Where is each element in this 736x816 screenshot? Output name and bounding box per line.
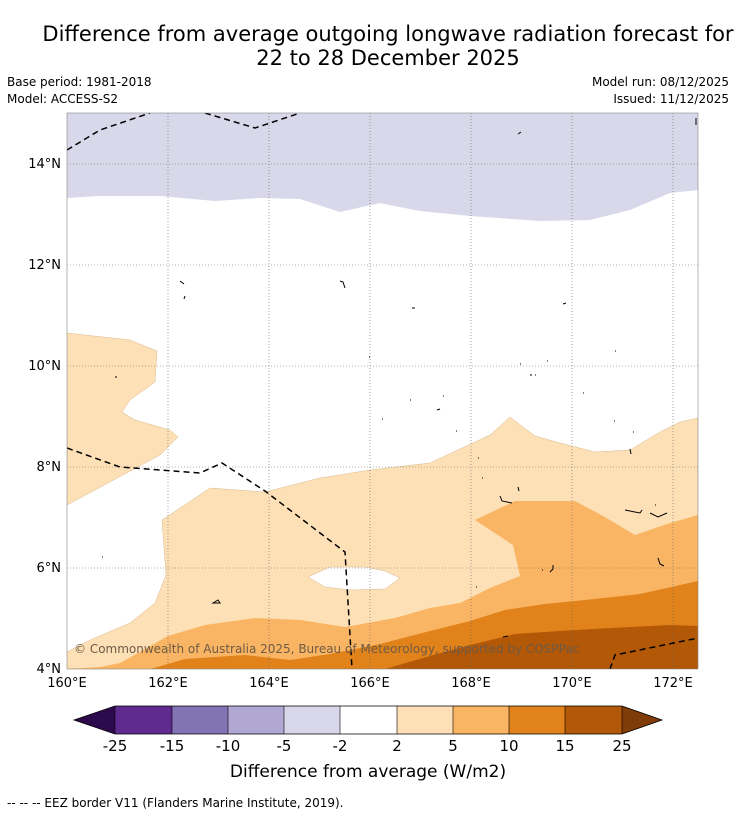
lon-tick-label: 166°E <box>350 676 390 691</box>
colorbar-arrow-min <box>74 706 115 734</box>
lon-tick-label: 162°E <box>148 676 188 691</box>
colorbar-swatch <box>284 706 340 734</box>
lat-tick-label: 4°N <box>37 662 62 677</box>
lat-tick-label: 8°N <box>37 460 62 475</box>
colorbar-tick-label: -5 <box>277 737 292 755</box>
title-line-2: 22 to 28 December 2025 <box>256 46 520 70</box>
lat-tick-label: 12°N <box>28 258 61 273</box>
colorbar-tick-label: -15 <box>160 737 185 755</box>
colorbar-tick-label: 10 <box>499 737 518 755</box>
meta-left: Base period: 1981-2018 Model: ACCESS-S2 <box>7 74 152 108</box>
model-name: Model: ACCESS-S2 <box>7 92 119 106</box>
colorbar-swatch <box>565 706 622 734</box>
colorbar: -25 -15 -10 -5 -2 2 5 10 15 25 <box>72 705 664 755</box>
gridlines <box>67 113 698 669</box>
lon-tick-label: 172°E <box>653 676 693 691</box>
colorbar-tick-label: 2 <box>392 737 402 755</box>
lat-tick-label: 6°N <box>37 561 62 576</box>
lon-tick-label: 170°E <box>552 676 592 691</box>
anomaly-area-neutral-hole <box>307 566 401 591</box>
colorbar-tick-label: 5 <box>448 737 458 755</box>
colorbar-swatch <box>340 706 397 734</box>
lon-tick-label: 164°E <box>249 676 289 691</box>
lon-axis: 160°E 162°E 164°E 166°E 168°E 170°E 172°… <box>47 676 693 691</box>
anomaly-area-lavender <box>67 113 698 221</box>
issued-date: Issued: 11/12/2025 <box>613 92 729 106</box>
colorbar-swatch <box>509 706 565 734</box>
colorbar-tick-label: 15 <box>555 737 574 755</box>
colorbar-swatch <box>228 706 284 734</box>
title-line-1: Difference from average outgoing longwav… <box>42 22 734 46</box>
lat-tick-label: 10°N <box>28 359 61 374</box>
colorbar-swatch <box>115 706 172 734</box>
colorbar-swatch <box>453 706 509 734</box>
lon-tick-label: 160°E <box>47 676 87 691</box>
colorbar-tick-label: -25 <box>103 737 128 755</box>
colorbar-tick-label: -10 <box>216 737 241 755</box>
meta-right: Model run: 08/12/2025 Issued: 11/12/2025 <box>592 74 729 108</box>
base-period: Base period: 1981-2018 <box>7 75 152 89</box>
map-plot-area: © Commonwealth of Australia 2025, Bureau… <box>67 113 698 669</box>
lat-axis: 4°N 6°N 8°N 10°N 12°N 14°N <box>28 157 61 677</box>
lat-tick-label: 14°N <box>28 157 61 172</box>
lon-tick-label: 168°E <box>451 676 491 691</box>
colorbar-swatch <box>172 706 228 734</box>
plot-frame <box>66 112 699 670</box>
anomaly-area-light-orange-west <box>67 332 179 506</box>
copyright-notice: © Commonwealth of Australia 2025, Bureau… <box>74 642 579 656</box>
map-title: Difference from average outgoing longwav… <box>40 22 736 70</box>
eez-footnote: -- -- -- EEZ border V11 (Flanders Marine… <box>7 796 344 810</box>
colorbar-swatch <box>397 706 453 734</box>
colorbar-tick-label: 25 <box>612 737 631 755</box>
colorbar-arrow-max <box>622 706 662 734</box>
eez-borders <box>67 113 698 669</box>
islands <box>102 118 697 638</box>
anomaly-area-brown <box>385 625 698 669</box>
colorbar-tick-label: -2 <box>333 737 348 755</box>
model-run: Model run: 08/12/2025 <box>591 75 729 89</box>
colorbar-label: Difference from average (W/m2) <box>229 762 507 782</box>
